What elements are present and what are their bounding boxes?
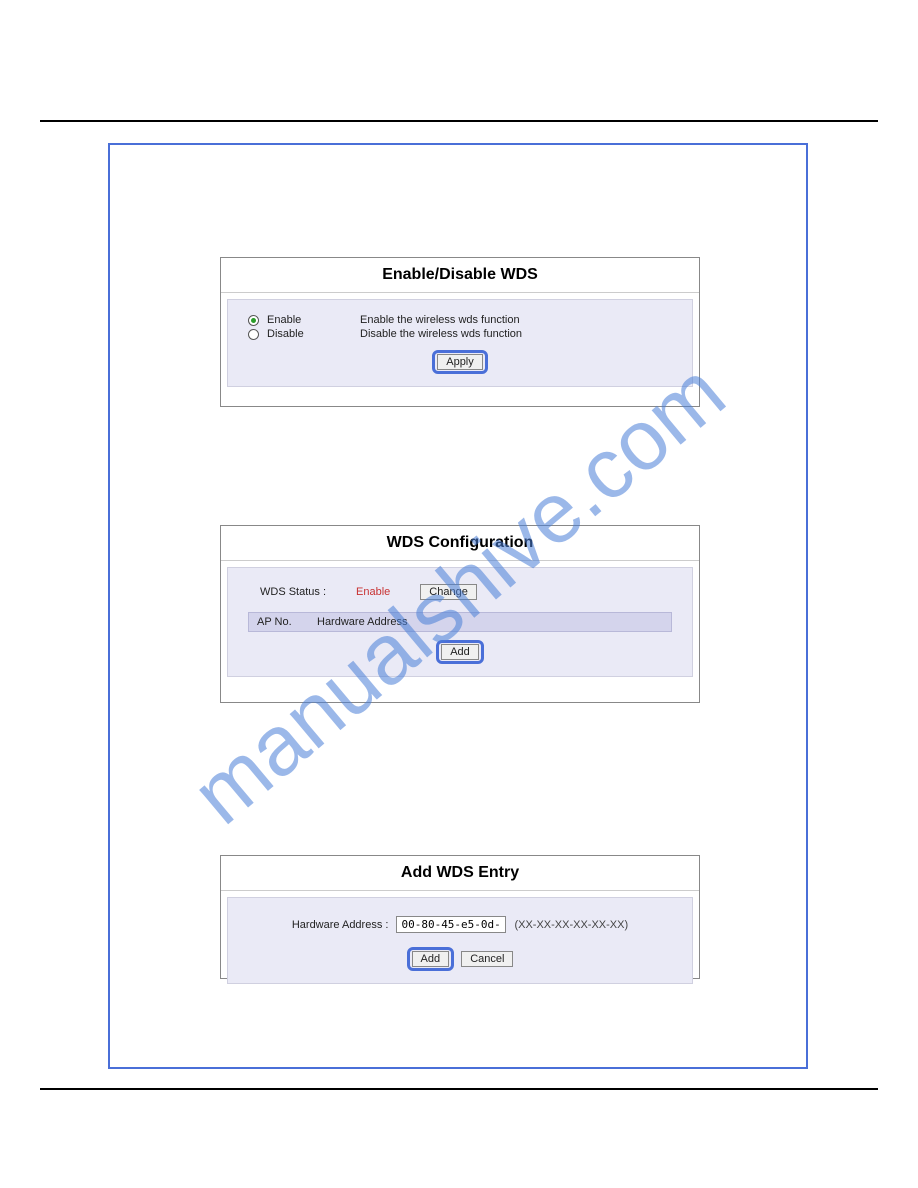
change-button[interactable]: Change — [420, 584, 477, 600]
status-value: Enable — [356, 586, 390, 598]
radio-label: Disable — [267, 328, 352, 340]
panel-title: Enable/Disable WDS — [221, 258, 699, 293]
panel-body: Hardware Address : (XX-XX-XX-XX-XX-XX) A… — [227, 897, 693, 984]
add-wds-entry-panel: Add WDS Entry Hardware Address : (XX-XX-… — [220, 855, 700, 979]
top-rule — [40, 120, 878, 122]
col-hwaddr: Hardware Address — [317, 616, 408, 628]
bottom-rule — [40, 1088, 878, 1090]
status-row: WDS Status : Enable Change — [248, 580, 672, 604]
add-button[interactable]: Add — [412, 951, 450, 967]
panel-body: Enable Enable the wireless wds function … — [227, 299, 693, 387]
disable-option[interactable]: Disable Disable the wireless wds functio… — [248, 328, 672, 340]
add-highlight: Add — [436, 640, 484, 664]
cancel-button[interactable]: Cancel — [461, 951, 513, 967]
enable-option[interactable]: Enable Enable the wireless wds function — [248, 314, 672, 326]
radio-unselected-icon — [248, 329, 259, 340]
hwaddr-label: Hardware Address : — [292, 919, 389, 931]
panel-title: Add WDS Entry — [221, 856, 699, 891]
radio-label: Enable — [267, 314, 352, 326]
add-button[interactable]: Add — [441, 644, 479, 660]
panel-title: WDS Configuration — [221, 526, 699, 561]
col-apno: AP No. — [257, 616, 317, 628]
format-hint: (XX-XX-XX-XX-XX-XX) — [514, 919, 628, 931]
add-highlight: Add — [407, 947, 455, 971]
apply-highlight: Apply — [432, 350, 488, 374]
hwaddr-row: Hardware Address : (XX-XX-XX-XX-XX-XX) — [248, 910, 672, 939]
radio-desc: Enable the wireless wds function — [360, 314, 520, 326]
content-frame: Enable/Disable WDS Enable Enable the wir… — [108, 143, 808, 1069]
radio-desc: Disable the wireless wds function — [360, 328, 522, 340]
status-label: WDS Status : — [260, 586, 326, 598]
radio-selected-icon — [248, 315, 259, 326]
hwaddr-input[interactable] — [396, 916, 506, 933]
apply-button[interactable]: Apply — [437, 354, 483, 370]
panel-body: WDS Status : Enable Change AP No. Hardwa… — [227, 567, 693, 677]
ap-table-header: AP No. Hardware Address — [248, 612, 672, 632]
wds-config-panel: WDS Configuration WDS Status : Enable Ch… — [220, 525, 700, 703]
enable-disable-panel: Enable/Disable WDS Enable Enable the wir… — [220, 257, 700, 407]
